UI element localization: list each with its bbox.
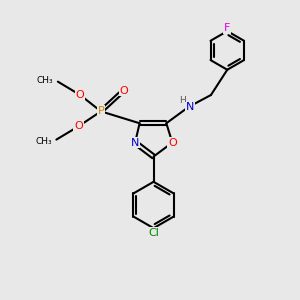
Text: H: H (179, 97, 185, 106)
Text: O: O (74, 121, 83, 131)
Text: N: N (186, 103, 194, 112)
Text: Cl: Cl (148, 228, 159, 238)
Text: O: O (168, 138, 177, 148)
Text: P: P (98, 106, 104, 116)
Text: CH₃: CH₃ (37, 76, 53, 85)
Text: CH₃: CH₃ (35, 136, 52, 146)
Text: F: F (224, 23, 230, 33)
Text: N: N (131, 138, 139, 148)
Text: O: O (119, 85, 128, 96)
Text: O: O (76, 90, 85, 100)
